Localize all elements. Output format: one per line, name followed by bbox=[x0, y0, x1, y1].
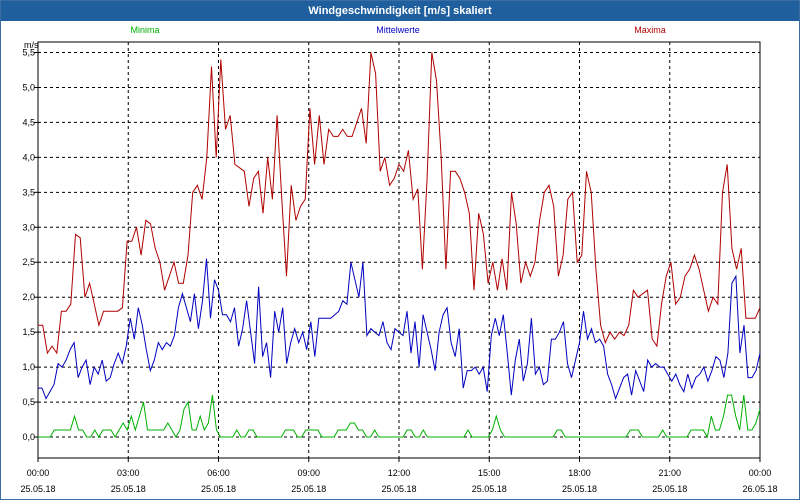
y-tick-label: 0,0 bbox=[22, 432, 35, 442]
series-line-mittelwerte bbox=[38, 258, 761, 401]
x-tick-time-label: 00:00 bbox=[27, 468, 50, 478]
x-tick-date-label: 25.05.18 bbox=[201, 484, 236, 494]
x-tick-time-label: 21:00 bbox=[658, 468, 681, 478]
legend-entry-maxima: Maxima bbox=[634, 25, 666, 35]
x-tick-date-label: 25.05.18 bbox=[381, 484, 416, 494]
y-tick-label: 1,0 bbox=[22, 362, 35, 372]
x-tick-time-label: 18:00 bbox=[568, 468, 591, 478]
legend-entry-minima: Minima bbox=[130, 25, 159, 35]
y-axis-ticks: 0,0 0,5 1,0 1,5 2,0 2,5 3,0 3,5 4,0 4,5 5,0 5,5 bbox=[22, 47, 38, 442]
x-tick-date-label: 25.05.18 bbox=[652, 484, 687, 494]
y-tick-label: 2,0 bbox=[22, 292, 35, 302]
x-tick-time-label: 00:00 bbox=[749, 468, 772, 478]
x-tick-date-label: 25.05.18 bbox=[562, 484, 597, 494]
y-tick-label: 2,5 bbox=[22, 257, 35, 267]
x-tick-date-label: 26.05.18 bbox=[742, 484, 777, 494]
legend: Minima Mittelwerte Maxima bbox=[130, 25, 665, 35]
x-tick-time-label: 06:00 bbox=[207, 468, 230, 478]
y-tick-label: 3,0 bbox=[22, 222, 35, 232]
x-axis-ticks: 00:00 25.05.18 03:00 25.05.18 06:00 25.05.18 0… bbox=[20, 458, 778, 494]
series-line-minima bbox=[38, 394, 761, 439]
x-tick-time-label: 12:00 bbox=[388, 468, 411, 478]
y-tick-label: 5,5 bbox=[22, 47, 35, 57]
y-tick-label: 0,5 bbox=[22, 397, 35, 407]
x-tick-date-label: 25.05.18 bbox=[111, 484, 146, 494]
y-tick-label: 5,0 bbox=[22, 82, 35, 92]
y-tick-label: 4,5 bbox=[22, 117, 35, 127]
y-tick-label: 4,0 bbox=[22, 152, 35, 162]
y-tick-label: 1,5 bbox=[22, 327, 35, 337]
window-title: Windgeschwindigkeit [m/s] skaliert bbox=[1, 1, 799, 21]
x-tick-date-label: 25.05.18 bbox=[472, 484, 507, 494]
legend-entry-mittelwerte: Mittelwerte bbox=[376, 25, 420, 35]
x-tick-date-label: 25.05.18 bbox=[291, 484, 326, 494]
series-lines bbox=[38, 52, 761, 439]
plot-area bbox=[37, 41, 761, 459]
y-axis-unit: m/s bbox=[24, 40, 39, 50]
x-tick-time-label: 15:00 bbox=[478, 468, 501, 478]
series-line-maxima bbox=[38, 52, 761, 355]
x-tick-date-label: 25.05.18 bbox=[20, 484, 55, 494]
x-tick-time-label: 03:00 bbox=[117, 468, 140, 478]
y-tick-label: 3,5 bbox=[22, 187, 35, 197]
x-tick-time-label: 09:00 bbox=[297, 468, 320, 478]
